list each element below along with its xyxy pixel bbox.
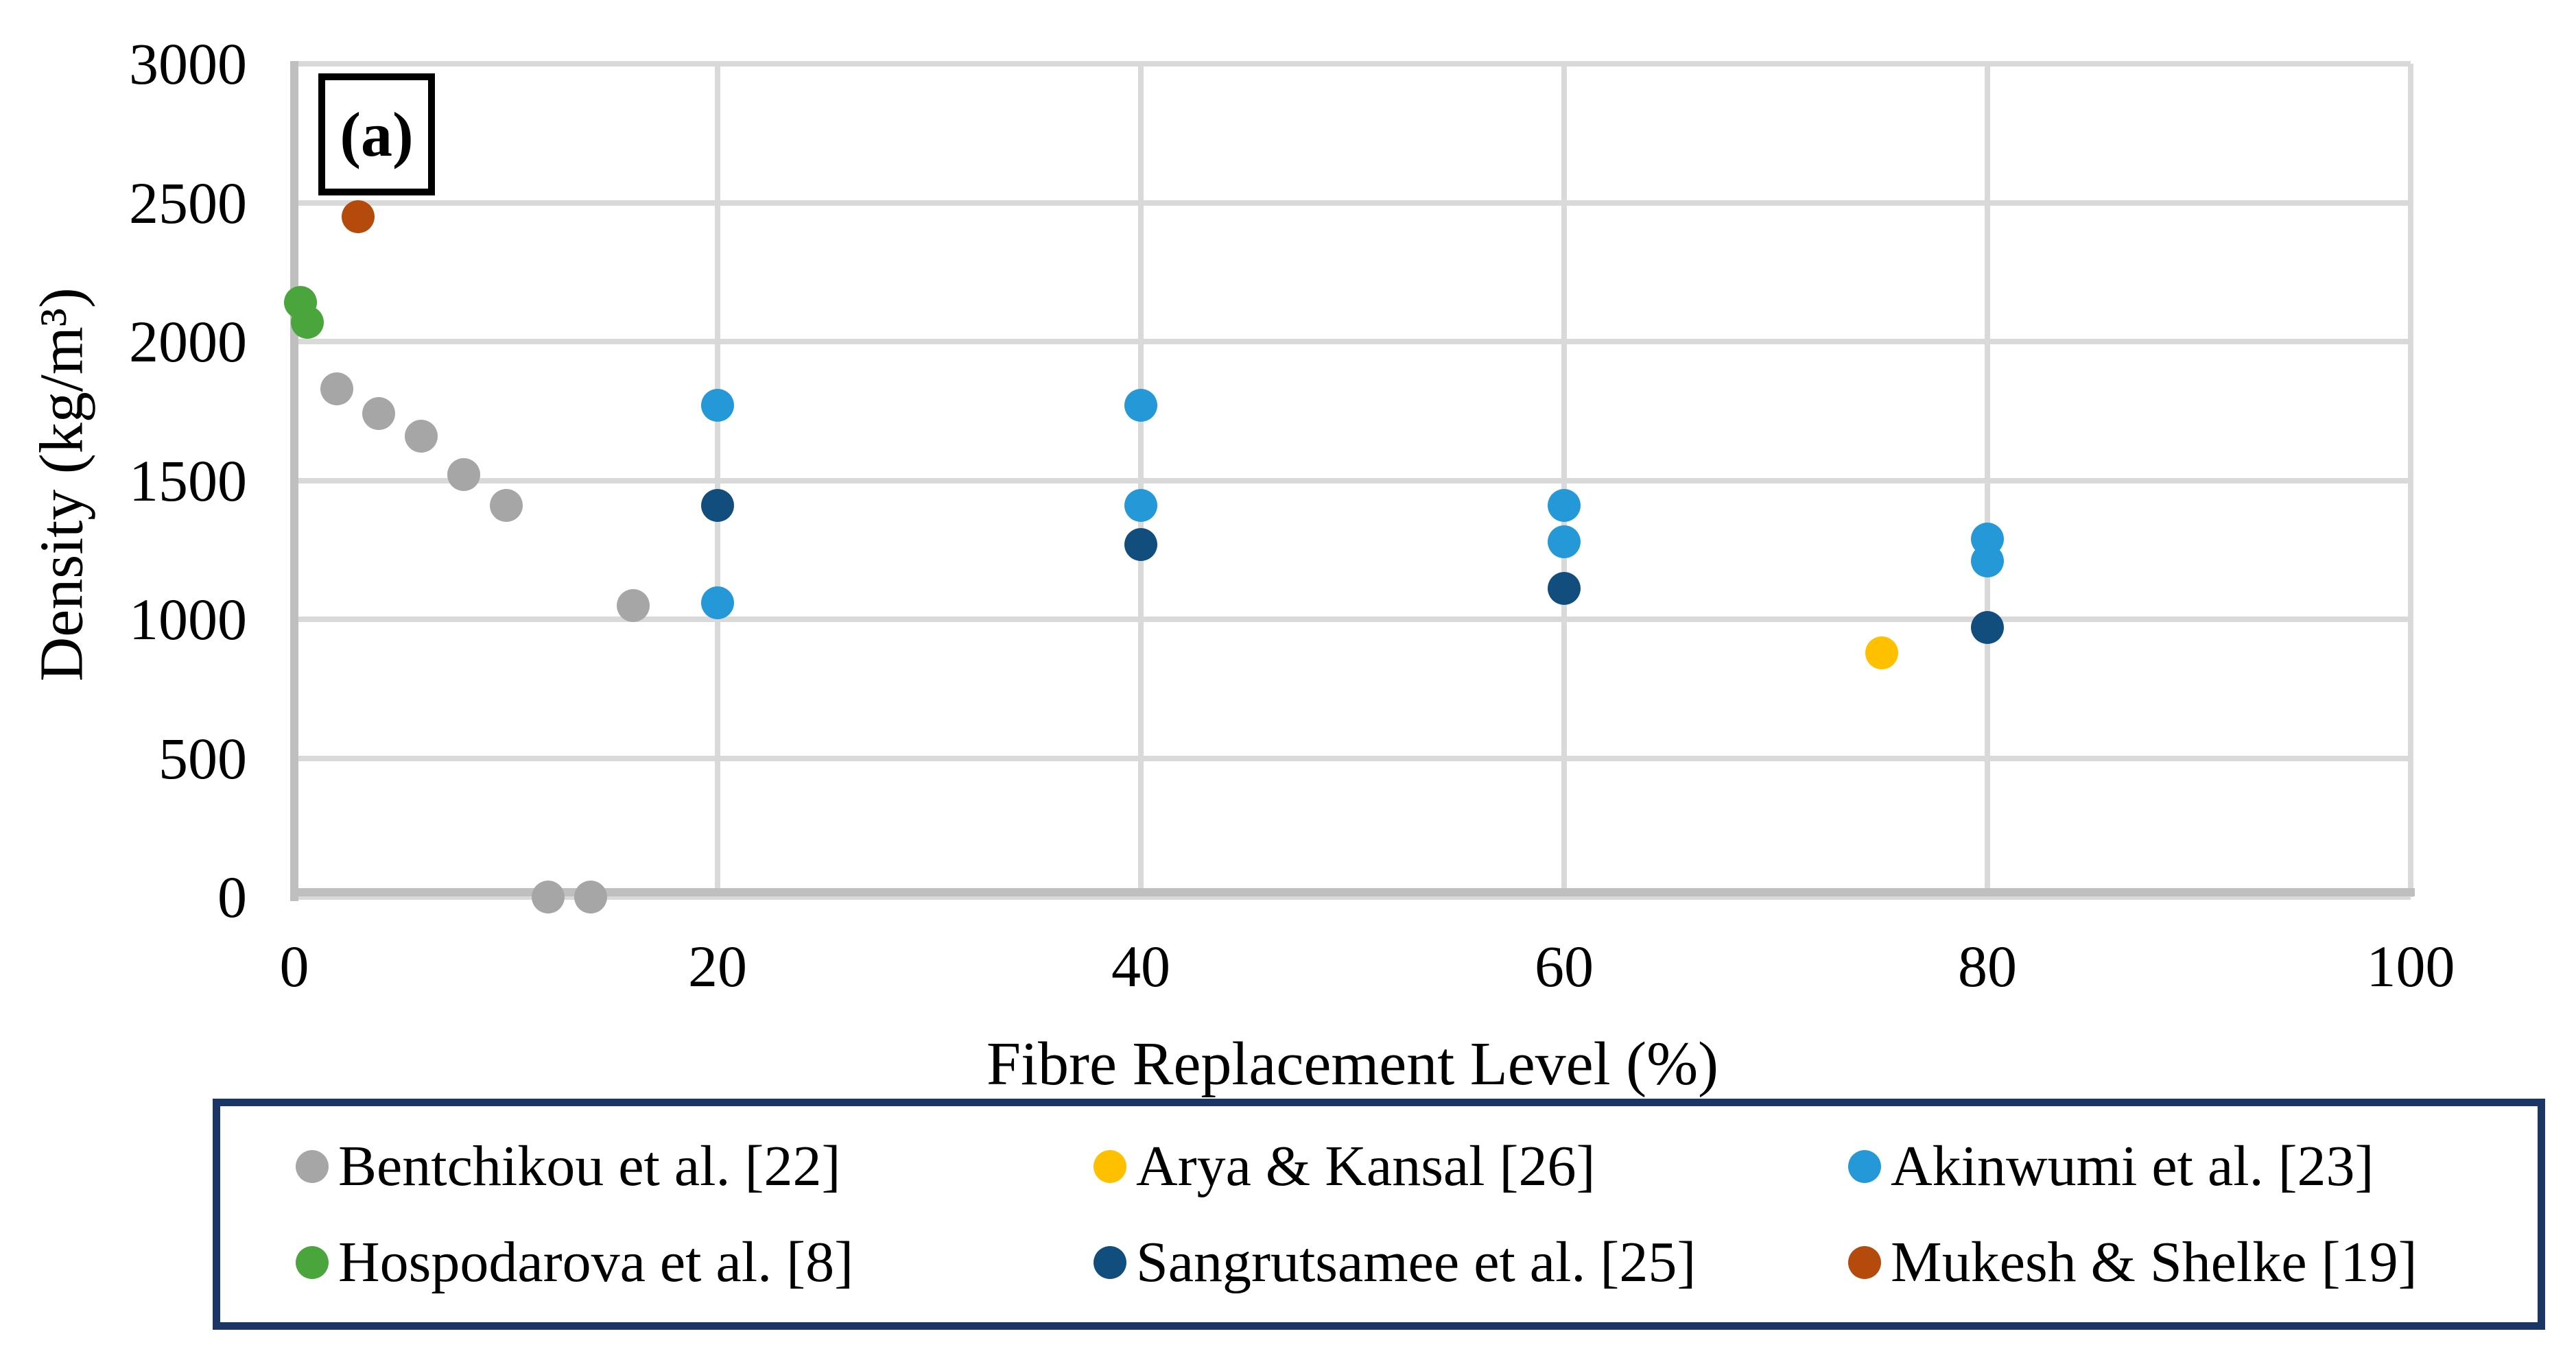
x-axis-line	[290, 888, 2415, 896]
gridline-y-500	[294, 755, 2411, 761]
x-tick-label: 0	[279, 933, 309, 999]
y-axis-line	[290, 61, 298, 901]
legend-item: Hospodarova et al. [8]	[296, 1232, 853, 1293]
data-point-sangrutsamee	[1971, 611, 2004, 645]
legend-label: Arya & Kansal [26]	[1136, 1134, 1596, 1198]
legend-item: Mukesh & Shelke [19]	[1848, 1232, 2418, 1293]
y-tick-label: 3000	[129, 31, 247, 97]
data-point-sangrutsamee	[701, 488, 734, 522]
legend-label: Bentchikou et al. [22]	[338, 1134, 841, 1198]
legend-marker-icon	[1848, 1150, 1881, 1183]
legend-marker-icon	[296, 1150, 329, 1183]
legend-label: Hospodarova et al. [8]	[338, 1230, 854, 1294]
panel-label: (a)	[340, 99, 414, 169]
data-point-akinwumi	[701, 586, 734, 619]
gridline-y-3000	[294, 61, 2411, 67]
x-axis-title: Fibre Replacement Level (%)	[986, 1030, 1719, 1098]
data-point-bentchikou	[362, 397, 396, 431]
data-point-akinwumi	[701, 389, 734, 422]
y-tick-label: 0	[217, 864, 247, 930]
data-point-bentchikou	[320, 372, 353, 405]
data-point-bentchikou	[574, 881, 607, 913]
x-tick-label: 40	[1111, 933, 1170, 999]
data-point-akinwumi	[1124, 389, 1157, 422]
legend-item: Akinwumi et al. [23]	[1848, 1136, 2374, 1197]
data-point-mukesh	[341, 200, 375, 233]
legend-label: Mukesh & Shelke [19]	[1891, 1230, 2418, 1294]
data-point-akinwumi	[1971, 544, 2004, 577]
gridline-x-20	[715, 64, 720, 897]
legend: Bentchikou et al. [22] Arya & Kansal [26]…	[213, 1099, 2545, 1330]
gridline-y-1500	[294, 477, 2411, 483]
plot-area	[284, 61, 2415, 913]
gridline-x-100	[2408, 64, 2413, 897]
y-tick-label: 2500	[129, 169, 247, 236]
data-point-sangrutsamee	[1124, 527, 1157, 561]
gridline-x-60	[1561, 64, 1567, 897]
data-point-akinwumi	[1548, 488, 1581, 522]
data-point-bentchikou	[405, 419, 438, 453]
data-point-akinwumi	[1548, 525, 1581, 558]
x-tick-label: 20	[688, 933, 747, 999]
data-point-hospodarova	[290, 305, 324, 339]
legend-marker-icon	[1094, 1150, 1126, 1183]
legend-item: Arya & Kansal [26]	[1094, 1136, 1595, 1197]
legend-label: Sangrutsamee et al. [25]	[1136, 1230, 1697, 1294]
legend-marker-icon	[1094, 1246, 1126, 1279]
gridline-y-2500	[294, 200, 2411, 206]
legend-item: Sangrutsamee et al. [25]	[1094, 1232, 1696, 1293]
gridline-y-2000	[294, 339, 2411, 344]
legend-marker-icon	[296, 1246, 329, 1279]
legend-item: Bentchikou et al. [22]	[296, 1136, 840, 1197]
gridline-x-80	[1985, 64, 1990, 897]
x-tick-label: 100	[2366, 933, 2455, 999]
data-point-akinwumi	[1124, 488, 1157, 522]
y-tick-label: 2000	[129, 309, 247, 374]
data-point-bentchikou	[447, 458, 480, 492]
y-tick-label: 1000	[129, 586, 247, 652]
y-tick-label: 1500	[129, 447, 247, 514]
x-tick-label: 80	[1958, 933, 2017, 999]
gridline-x-40	[1138, 64, 1144, 897]
data-point-arya	[1865, 636, 1898, 669]
data-point-bentchikou	[532, 881, 565, 913]
data-point-sangrutsamee	[1548, 572, 1581, 606]
data-point-bentchikou	[489, 488, 523, 522]
panel-label-box: (a)	[318, 73, 435, 195]
x-tick-label: 60	[1535, 933, 1594, 999]
legend-marker-icon	[1848, 1246, 1881, 1279]
legend-label: Akinwumi et al. [23]	[1891, 1134, 2374, 1198]
data-point-bentchikou	[616, 588, 650, 622]
gridline-y-1000	[294, 617, 2411, 622]
y-tick-label: 500	[158, 725, 247, 791]
gridline-y-0	[294, 894, 2411, 900]
